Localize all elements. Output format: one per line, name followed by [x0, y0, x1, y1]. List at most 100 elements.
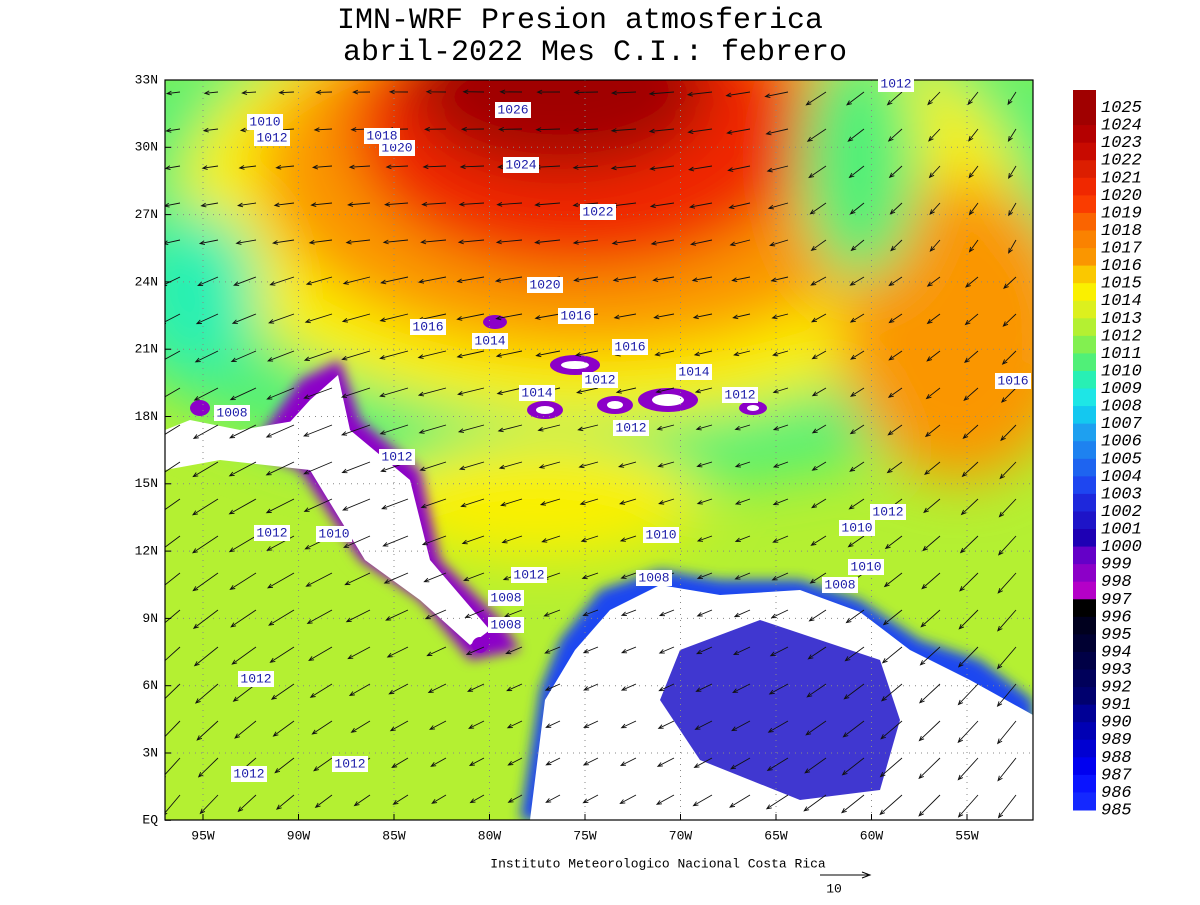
colorbar-label: 999 [1101, 556, 1132, 575]
wind-arrow [1001, 387, 1017, 403]
wind-arrow [165, 90, 181, 96]
wind-arrow [811, 461, 827, 471]
wind-arrow [230, 609, 257, 628]
wind-arrow [962, 424, 979, 439]
contour-label-bg [238, 671, 274, 687]
contour-label: 1012 [381, 449, 412, 464]
wind-arrow [234, 720, 257, 739]
wind-arrow [688, 165, 713, 172]
wind-arrow [686, 91, 713, 97]
wind-arrow [233, 276, 257, 286]
wind-arrow [419, 461, 447, 472]
contour-label-bg [332, 756, 368, 772]
wind-arrow [194, 350, 219, 363]
wind-arrow [959, 572, 979, 592]
contour-label: 1012 [256, 525, 287, 540]
colorbar-swatch [1073, 142, 1096, 161]
wind-arrow [392, 794, 409, 805]
wind-arrow [656, 424, 675, 431]
wind-arrow [165, 128, 181, 133]
wind-arrow [431, 794, 447, 804]
wind-arrow [534, 202, 561, 207]
wind-arrow [772, 498, 789, 506]
colorbar-swatch [1073, 107, 1096, 126]
colorbar-label: 988 [1101, 749, 1132, 768]
wind-arrow [655, 794, 675, 805]
colorbar-label: 996 [1101, 608, 1132, 627]
wind-arrow [310, 202, 333, 208]
wind-arrow [887, 387, 903, 398]
wind-arrow [729, 794, 751, 808]
wind-arrow [848, 165, 865, 179]
lat-label: 21N [135, 342, 158, 357]
wind-arrow [965, 276, 979, 288]
colorbar-label: 1013 [1101, 310, 1142, 329]
colorbar-swatch [1073, 177, 1096, 196]
wind-arrow [203, 90, 219, 96]
wind-arrow [808, 165, 827, 179]
wind-arrow [417, 387, 447, 397]
wind-arrow [809, 572, 827, 584]
lat-label: 12N [135, 544, 158, 559]
lat-label: EQ [142, 813, 158, 828]
contour-label-bg [503, 157, 539, 173]
colorbar-swatch [1073, 230, 1096, 249]
lon-label: 65W [764, 828, 788, 843]
contour-label-bg [636, 570, 672, 586]
wind-arrow [193, 387, 219, 401]
wind-arrow [467, 683, 485, 692]
lon-label: 60W [860, 828, 884, 843]
wind-arrow [620, 720, 637, 729]
wind-arrow [197, 276, 219, 286]
wind-arrow [734, 572, 751, 580]
wind-arrow [652, 276, 675, 282]
wind-arrow [238, 165, 257, 170]
lat-label: 24N [135, 274, 158, 289]
wind-arrow [312, 164, 333, 170]
contour-label: 1012 [334, 756, 365, 771]
wind-arrow [305, 572, 333, 587]
wind-arrow [696, 535, 713, 542]
wind-arrow [772, 535, 789, 543]
wind-arrow [231, 313, 257, 324]
wind-arrow [418, 424, 447, 434]
wind-arrow [847, 535, 865, 548]
wind-arrow [341, 313, 371, 323]
wind-arrow [303, 498, 333, 512]
wind-arrow [613, 313, 637, 320]
wind-arrow [541, 535, 561, 543]
wind-arrow [303, 387, 333, 399]
wind-arrow [928, 165, 941, 179]
wind-arrow [582, 757, 599, 766]
wind-arrow [957, 683, 979, 706]
contour-label: 1016 [614, 339, 645, 354]
contour-label-bg [488, 590, 524, 606]
wind-arrow [417, 276, 447, 284]
wind-arrow [535, 350, 561, 358]
colorbar-label: 1004 [1101, 468, 1142, 487]
colorbar-label: 1003 [1101, 485, 1142, 504]
wind-arrow [732, 683, 751, 694]
wind-arrow [968, 128, 979, 142]
wind-arrow [696, 498, 713, 505]
wind-arrow [572, 239, 599, 245]
wind-arrow [929, 239, 941, 252]
contour-label: 1012 [584, 372, 615, 387]
wind-arrow [458, 201, 485, 207]
colorbar-label: 1023 [1101, 134, 1142, 153]
wind-arrow [890, 239, 903, 252]
wind-arrow [539, 498, 561, 506]
wind-arrow [272, 239, 295, 245]
map-frame [164, 79, 1034, 821]
wind-arrow [922, 535, 941, 552]
wind-arrow [311, 720, 333, 735]
wind-arrow [769, 239, 789, 247]
wind-arrow [648, 91, 675, 96]
wind-arrow [619, 794, 637, 804]
wind-arrow [768, 683, 789, 695]
wind-arrow [764, 91, 789, 99]
wind-arrow [165, 572, 181, 586]
wind-arrow [926, 313, 941, 325]
colorbar-label: 1016 [1101, 257, 1142, 276]
wind-arrow [165, 498, 181, 511]
